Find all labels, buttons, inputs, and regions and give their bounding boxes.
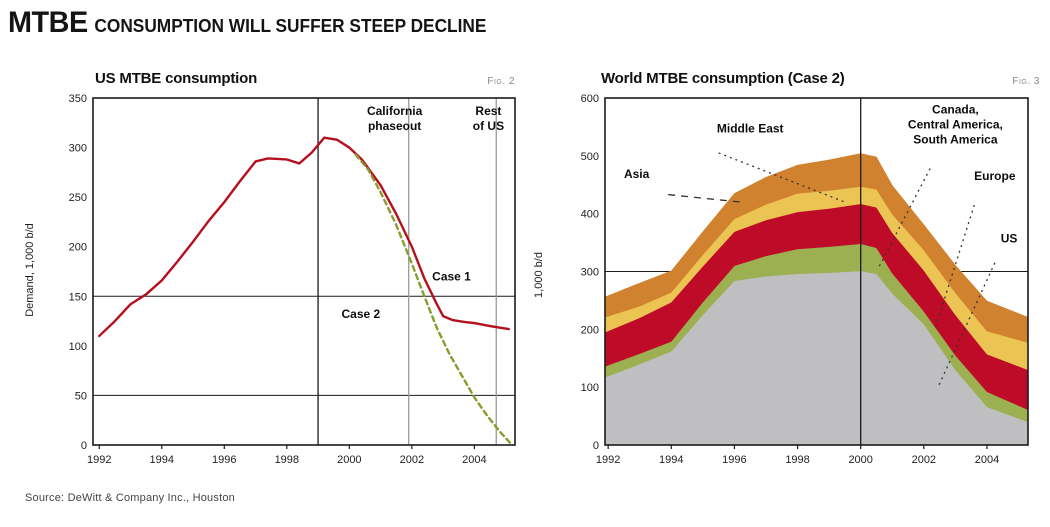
y-tick-label: 600 <box>581 93 599 105</box>
y-tick-label: 100 <box>581 382 599 394</box>
x-tick-label: 1994 <box>659 454 683 466</box>
annotation-label: Case 1 <box>432 269 471 283</box>
reference-lines <box>317 98 497 445</box>
series-line-case-2 <box>354 153 512 445</box>
annotation-leader-line <box>877 168 931 269</box>
x-axis-ticks: 1992 1994 1996 1998 2000 2002 2004 <box>87 445 487 466</box>
world-chart-fig-label: Fig. 3 <box>1012 76 1040 87</box>
annotation-label: US <box>1001 232 1018 246</box>
annotation-label: Asia <box>624 167 650 181</box>
x-tick-label: 1994 <box>150 454 174 466</box>
x-tick-label: 2000 <box>848 454 872 466</box>
annotation-label: California <box>367 104 423 118</box>
annotation-leader-line <box>934 204 975 330</box>
annotation-label: of US <box>473 119 504 133</box>
annotation-label: Canada, <box>932 103 979 117</box>
y-tick-label: 0 <box>81 440 87 452</box>
y-tick-label: 100 <box>69 341 87 353</box>
x-tick-label: 2004 <box>462 454 486 466</box>
y-tick-label: 350 <box>69 93 87 105</box>
annotation-label: Europe <box>974 169 1016 183</box>
headline-lead-word: MTBE <box>8 6 88 39</box>
x-axis-ticks: 1992 1994 1996 1998 2000 2002 2004 <box>596 445 999 466</box>
annotation-leader-line <box>718 152 846 203</box>
x-tick-label: 1998 <box>275 454 299 466</box>
us-chart-fig-label: Fig. 2 <box>487 76 515 87</box>
world-chart-title: World MTBE consumption (Case 2) <box>601 70 845 87</box>
y-tick-label: 400 <box>581 209 599 221</box>
y-tick-label: 150 <box>69 291 87 303</box>
x-tick-label: 1996 <box>722 454 746 466</box>
y-tick-label: 500 <box>581 151 599 163</box>
plot-border <box>604 97 1029 446</box>
y-axis-ticks: 0 50 100 150 200 250 300 350 <box>69 93 87 452</box>
us-chart-title: US MTBE consumption <box>95 70 258 87</box>
source-credit: Source: DeWitt & Company Inc., Houston <box>25 492 235 504</box>
x-tick-label: 2004 <box>975 454 999 466</box>
x-tick-label: 1996 <box>212 454 236 466</box>
headline-rest-text: CONSUMPTION WILL SUFFER STEEP DECLINE <box>94 16 487 36</box>
x-tick-label: 2000 <box>337 454 361 466</box>
figure-headline: MTBE CONSUMPTION WILL SUFFER STEEP DECLI… <box>8 6 486 40</box>
y-tick-label: 250 <box>69 192 87 204</box>
x-tick-label: 2002 <box>912 454 936 466</box>
y-tick-label: 300 <box>69 143 87 155</box>
annotation-label: Rest <box>475 104 501 118</box>
series-line-case-1 <box>98 136 510 338</box>
y-axis-ticks: 0 100 200 300 400 500 600 <box>581 93 599 452</box>
plot-border <box>92 97 516 446</box>
us-chart-plot: 1992 1994 1996 1998 2000 2002 2004 0 50 100 150 200… <box>69 93 516 466</box>
y-tick-label: 0 <box>593 440 599 452</box>
annotation-label: Middle East <box>717 122 784 136</box>
x-tick-label: 1998 <box>785 454 809 466</box>
y-tick-label: 50 <box>75 390 87 402</box>
annotation-label: Case 2 <box>342 307 381 321</box>
gridlines <box>93 295 515 396</box>
x-tick-label: 2002 <box>400 454 424 466</box>
annotation-label: South America <box>913 133 998 147</box>
world-chart-plot: 1992 1994 1996 1998 2000 2002 2004 0 100 200 300 40… <box>581 93 1029 466</box>
annotation-label: phaseout <box>368 119 421 133</box>
x-tick-label: 1992 <box>87 454 111 466</box>
annotations: Asia Middle East Canada,Central America,So… <box>624 103 1017 388</box>
y-tick-label: 300 <box>581 267 599 279</box>
y-tick-label: 200 <box>69 242 87 254</box>
annotation-label: Central America, <box>908 118 1003 132</box>
y-tick-label: 200 <box>581 324 599 336</box>
x-tick-label: 1992 <box>596 454 620 466</box>
